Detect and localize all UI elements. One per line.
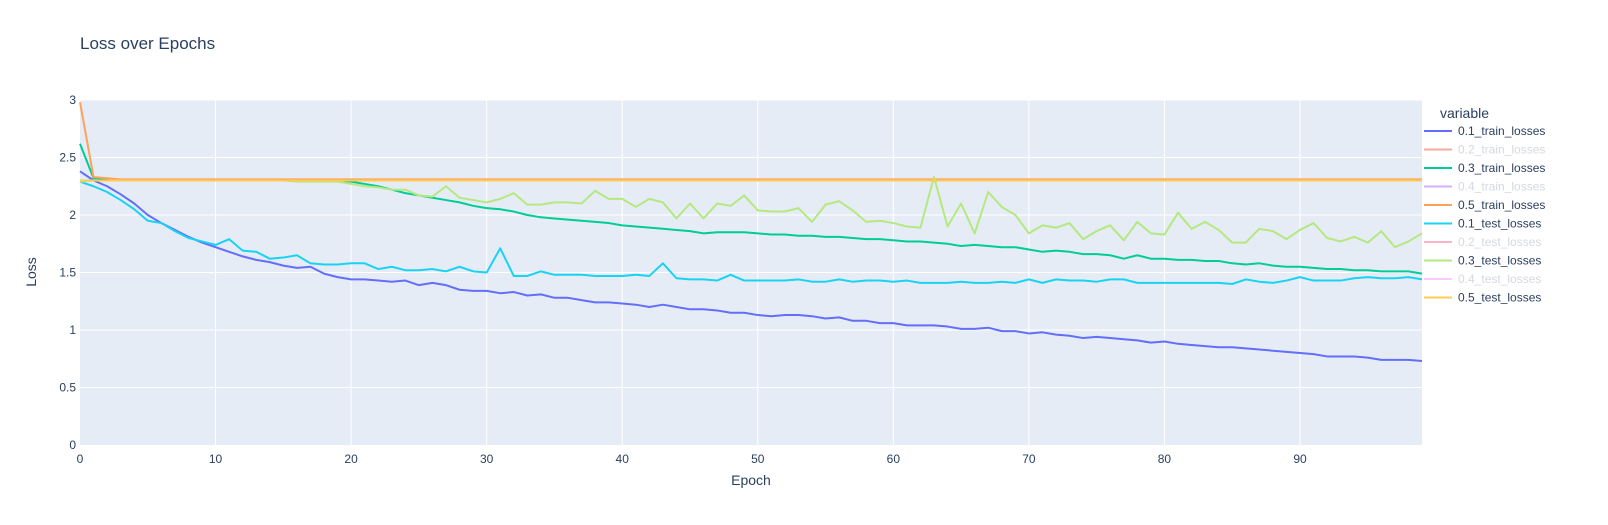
y-tick-label: 0 bbox=[69, 438, 76, 452]
legend-item-0.2_test_losses[interactable]: 0.2_test_losses bbox=[1424, 235, 1541, 249]
legend-label: 0.1_train_losses bbox=[1458, 124, 1545, 138]
legend-item-0.2_train_losses[interactable]: 0.2_train_losses bbox=[1424, 143, 1545, 157]
chart-title: Loss over Epochs bbox=[80, 34, 215, 53]
x-tick-label: 20 bbox=[344, 452, 358, 466]
x-tick-label: 30 bbox=[480, 452, 494, 466]
legend-label: 0.4_test_losses bbox=[1458, 272, 1541, 286]
x-tick-label: 50 bbox=[751, 452, 765, 466]
legend-label: 0.2_test_losses bbox=[1458, 235, 1541, 249]
x-tick-label: 60 bbox=[887, 452, 901, 466]
legend-item-0.3_train_losses[interactable]: 0.3_train_losses bbox=[1424, 161, 1545, 175]
y-tick-label: 2 bbox=[69, 208, 76, 222]
y-tick-label: 0.5 bbox=[59, 381, 76, 395]
x-tick-label: 90 bbox=[1293, 452, 1307, 466]
x-axis-label: Epoch bbox=[731, 472, 771, 488]
y-tick-label: 2.5 bbox=[59, 151, 76, 165]
y-axis-ticks: 0 0.5 1 1.5 2 2.5 3 bbox=[59, 93, 76, 452]
x-tick-label: 70 bbox=[1022, 452, 1036, 466]
x-axis-ticks: 0 10 20 30 40 50 60 70 80 90 bbox=[77, 452, 1307, 466]
legend-label: 0.5_train_losses bbox=[1458, 198, 1545, 212]
y-tick-label: 3 bbox=[69, 93, 76, 107]
legend-label: 0.3_test_losses bbox=[1458, 254, 1541, 268]
y-tick-label: 1.5 bbox=[59, 266, 76, 280]
legend-item-0.4_test_losses[interactable]: 0.4_test_losses bbox=[1424, 272, 1541, 286]
legend-item-0.3_test_losses[interactable]: 0.3_test_losses bbox=[1424, 254, 1541, 268]
legend-label: 0.3_train_losses bbox=[1458, 161, 1545, 175]
x-tick-label: 40 bbox=[616, 452, 630, 466]
legend-item-0.5_train_losses[interactable]: 0.5_train_losses bbox=[1424, 198, 1545, 212]
legend-label: 0.2_train_losses bbox=[1458, 143, 1545, 157]
series-line-0.5_train_losses bbox=[79, 102, 1422, 181]
x-tick-label: 80 bbox=[1158, 452, 1172, 466]
legend-label: 0.5_test_losses bbox=[1458, 291, 1541, 305]
grid bbox=[80, 99, 1422, 445]
legend-item-0.4_train_losses[interactable]: 0.4_train_losses bbox=[1424, 180, 1545, 194]
legend-item-0.1_train_losses[interactable]: 0.1_train_losses bbox=[1424, 124, 1545, 138]
series-lines bbox=[79, 102, 1423, 363]
y-axis-label: Loss bbox=[23, 257, 39, 287]
legend-title: variable bbox=[1440, 105, 1489, 121]
series-line-0.1_test_losses bbox=[79, 180, 1423, 285]
series-line-0.1_train_losses bbox=[79, 170, 1423, 363]
y-tick-label: 1 bbox=[69, 323, 76, 337]
x-tick-label: 10 bbox=[209, 452, 223, 466]
legend: 0.1_train_losses 0.2_train_losses 0.3_trai… bbox=[1424, 124, 1545, 305]
legend-item-0.5_test_losses[interactable]: 0.5_test_losses bbox=[1424, 291, 1541, 305]
series-line-0.3_test_losses bbox=[79, 176, 1423, 249]
legend-label: 0.4_train_losses bbox=[1458, 180, 1545, 194]
x-tick-label: 0 bbox=[77, 452, 84, 466]
legend-label: 0.1_test_losses bbox=[1458, 217, 1541, 231]
legend-item-0.1_test_losses[interactable]: 0.1_test_losses bbox=[1424, 217, 1541, 231]
